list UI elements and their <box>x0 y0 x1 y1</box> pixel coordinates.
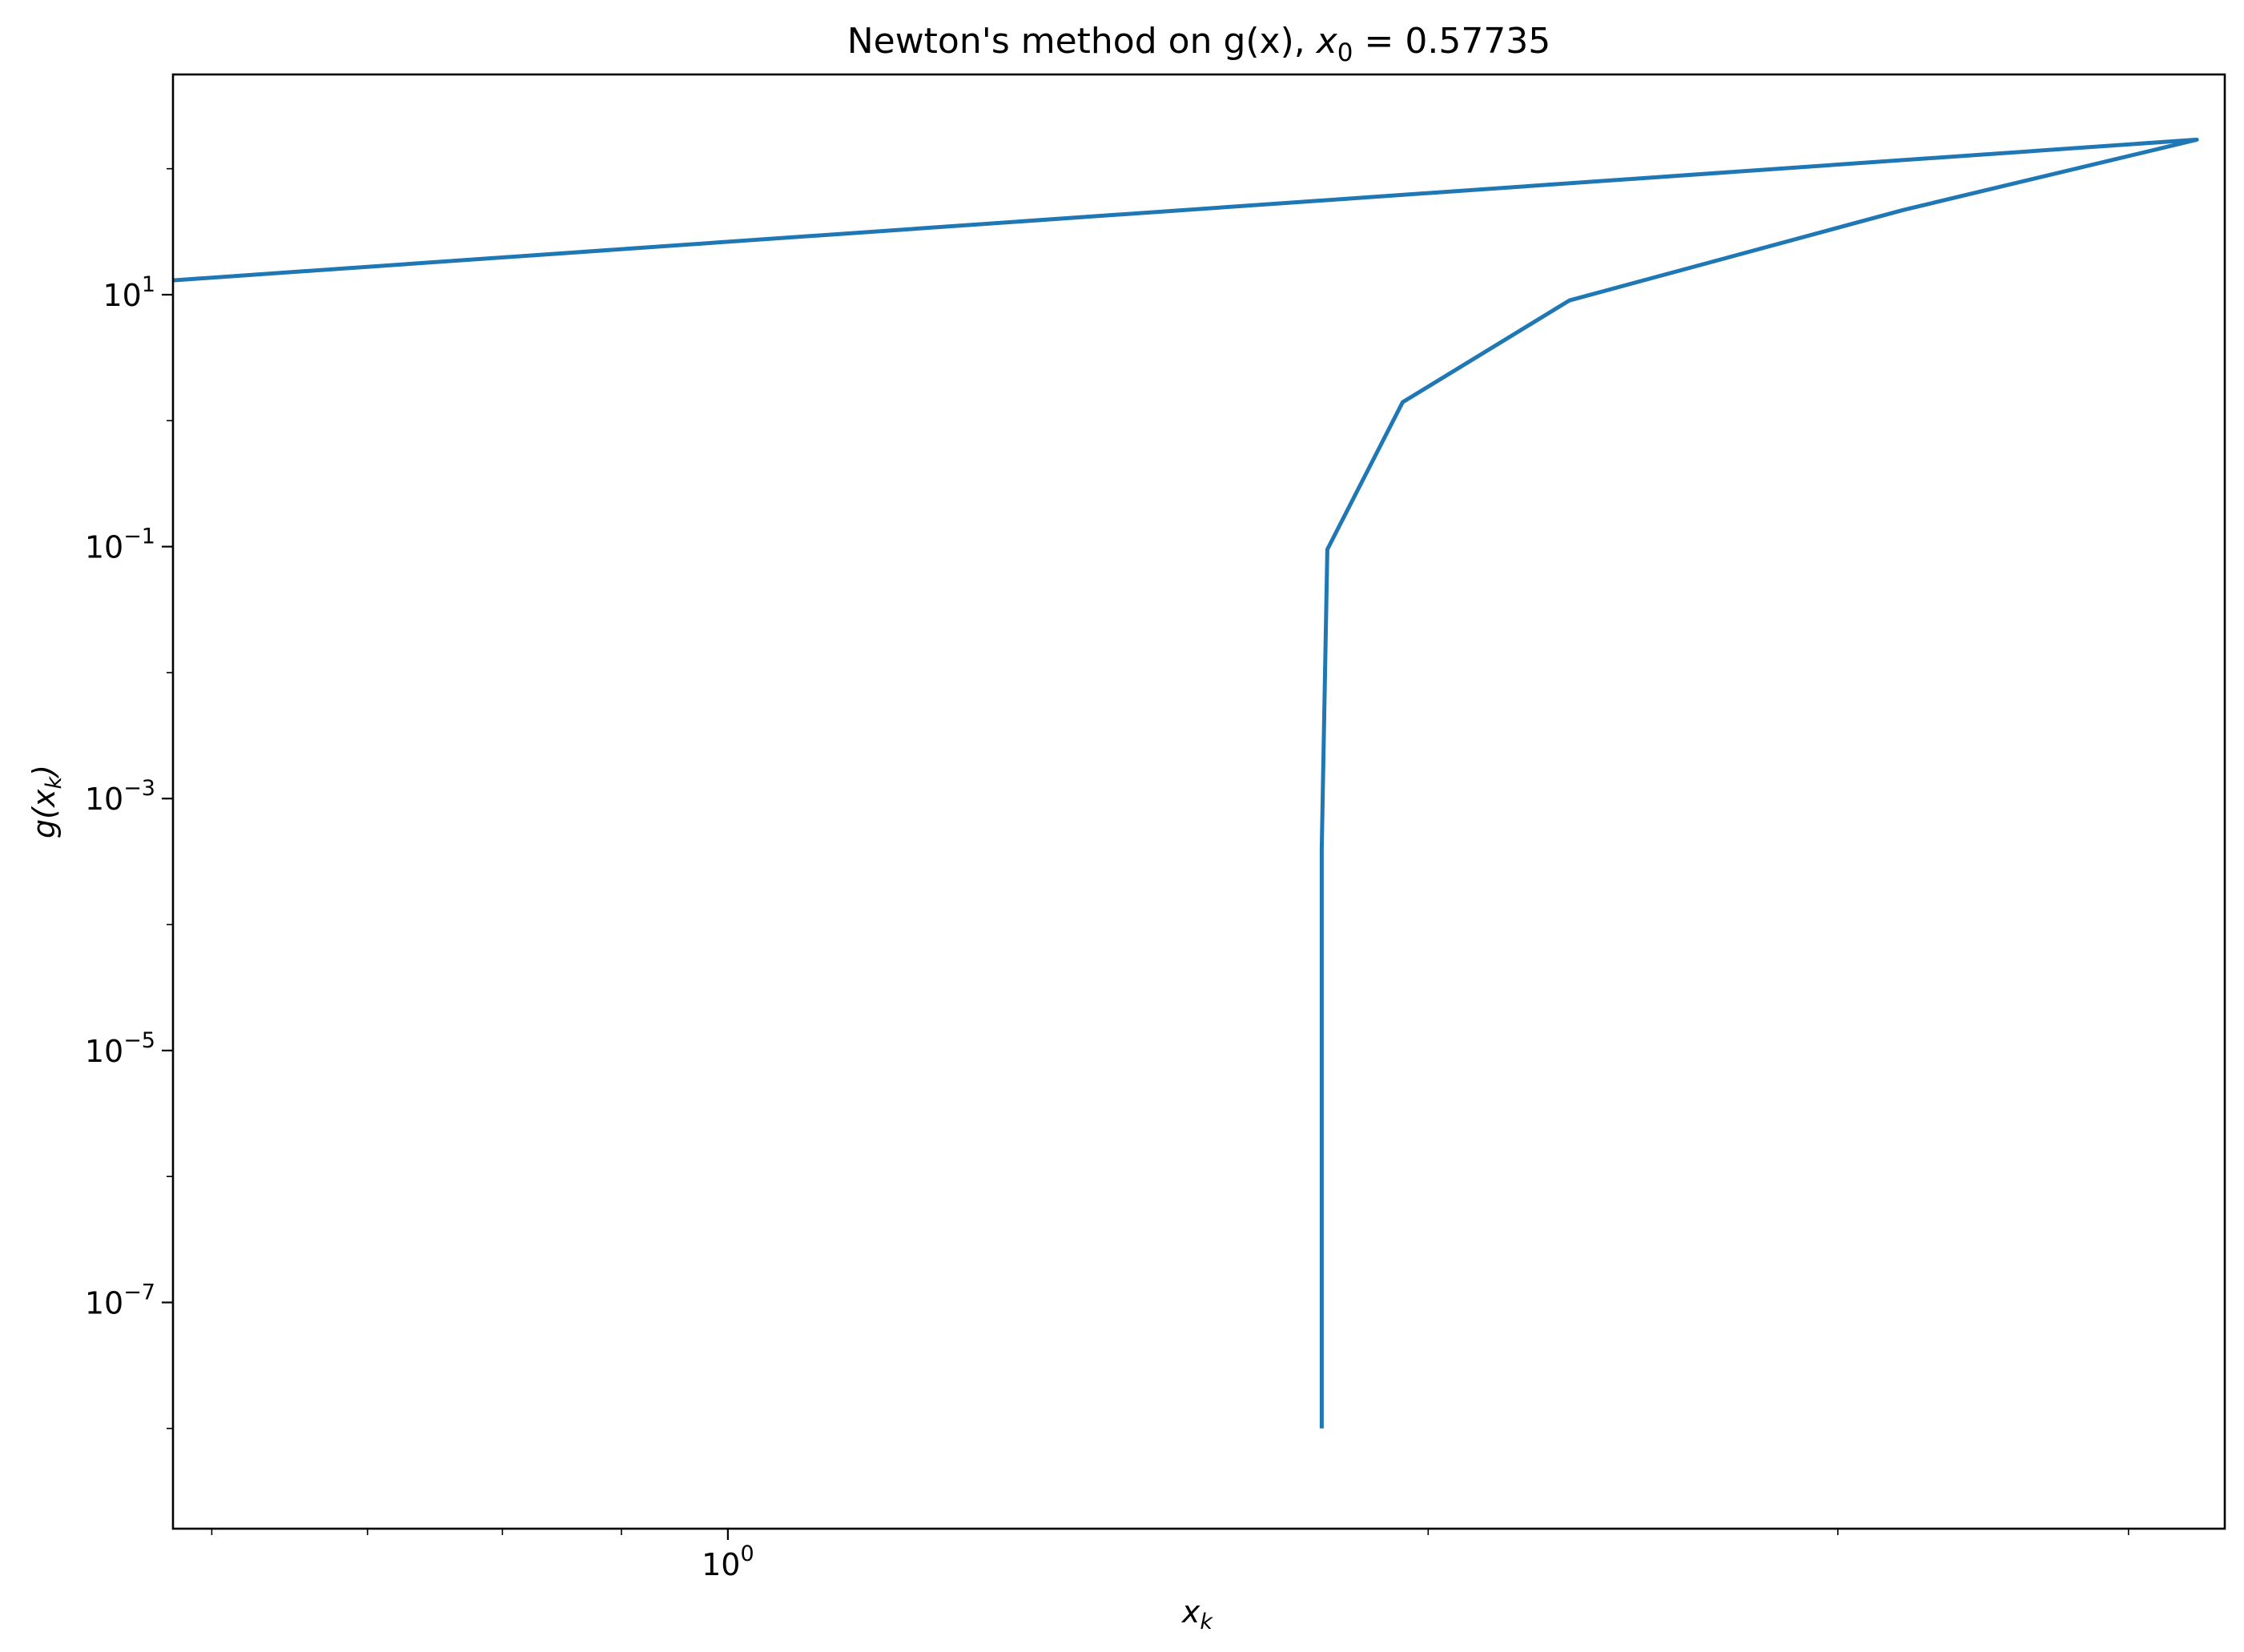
y-tick-label: 10−3 <box>85 776 155 817</box>
y-tick-label: 101 <box>103 272 155 313</box>
y-tick-label: 10−5 <box>85 1028 155 1069</box>
x-tick-label: 100 <box>702 1541 754 1582</box>
y-tick-label: 10−7 <box>85 1280 155 1320</box>
chart-title: Newton's method on g(x), x0 = 0.57735 <box>847 21 1551 67</box>
y-axis-label: g(xk) <box>26 765 66 838</box>
x-axis-ticks: 100 <box>211 1529 2129 1582</box>
series-line <box>172 137 2199 1429</box>
y-axis-ticks: 101 10−1 10−3 10−5 10−7 <box>85 167 173 1429</box>
x-axis-label: xk <box>1181 1594 1214 1634</box>
plot-area <box>172 137 2199 1429</box>
y-tick-label: 10−1 <box>85 525 155 565</box>
axes-frame <box>171 73 2226 1530</box>
